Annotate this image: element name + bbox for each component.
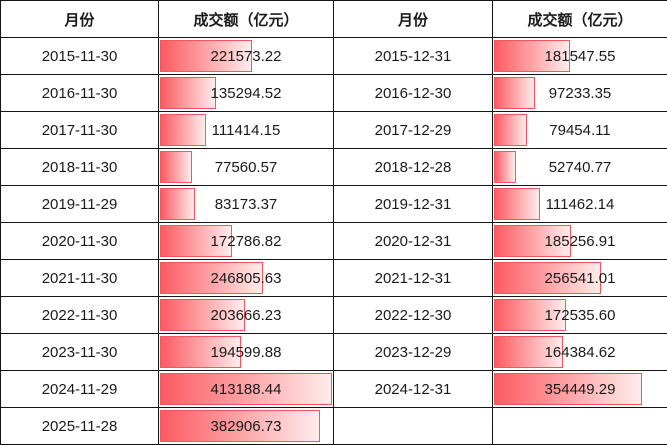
month-cell: 2024-11-29 [1,371,159,408]
month-cell: 2020-11-30 [1,223,159,260]
month-cell: 2016-12-30 [334,75,493,112]
header-row: 月份 成交额（亿元） 月份 成交额（亿元） [1,1,667,38]
amount-cell: 79454.11 [493,112,667,149]
month-cell: 2019-12-31 [334,186,493,223]
table-row: 2023-11-30 194599.88 2023-12-29 164384.6… [1,334,667,371]
amount-cell: 221573.22 [159,38,334,75]
data-bar [494,151,516,183]
amount-cell: 111414.15 [159,112,334,149]
amount-cell: 97233.35 [493,75,667,112]
amount-cell: 172786.82 [159,223,334,260]
month-cell: 2023-11-30 [1,334,159,371]
amount-cell: 164384.62 [493,334,667,371]
amount-cell: 256541.01 [493,260,667,297]
table-row: 2021-11-30 246805.63 2021-12-31 256541.0… [1,260,667,297]
amount-value: 256541.01 [545,270,616,287]
table-row: 2018-11-30 77560.57 2018-12-28 52740.77 [1,149,667,186]
table-row: 2017-11-30 111414.15 2017-12-29 79454.11 [1,112,667,149]
amount-value: 79454.11 [549,122,610,139]
month-cell: 2017-11-30 [1,112,159,149]
data-bar [494,114,527,146]
data-bar [160,114,206,146]
table-row: 2019-11-29 83173.37 2019-12-31 111462.14 [1,186,667,223]
month-cell: 2022-12-30 [334,297,493,334]
amount-value: 97233.35 [549,85,612,102]
table-row: 2025-11-28 382906.73 [1,408,667,445]
data-bar [160,151,192,183]
table-row: 2024-11-29 413188.44 2024-12-31 354449.2… [1,371,667,408]
amount-value: 354449.29 [545,381,616,398]
month-header-right: 月份 [334,1,493,38]
table-row: 2020-11-30 172786.82 2020-12-31 185256.9… [1,223,667,260]
month-cell: 2021-12-31 [334,260,493,297]
month-cell: 2018-11-30 [1,149,159,186]
amount-value: 172786.82 [211,233,282,250]
amount-value: 111414.15 [212,122,281,139]
amount-value: 203666.23 [211,307,282,324]
data-bar [494,77,535,109]
amount-cell: 135294.52 [159,75,334,112]
month-cell: 2015-11-30 [1,38,159,75]
data-bar [494,188,540,220]
table-row: 2016-11-30 135294.52 2016-12-30 97233.35 [1,75,667,112]
amount-cell: 194599.88 [159,334,334,371]
data-bar [160,188,195,220]
amount-cell: 354449.29 [493,371,667,408]
month-cell: 2015-12-31 [334,38,493,75]
transaction-volume-table: 月份 成交额（亿元） 月份 成交额（亿元） 2015-11-30 221573.… [0,0,667,433]
amount-value: 52740.77 [549,159,612,176]
amount-cell: 111462.14 [493,186,667,223]
month-cell: 2022-11-30 [1,297,159,334]
month-cell-empty [334,408,493,445]
amount-value: 83173.37 [215,196,278,213]
amount-value: 164384.62 [545,344,616,361]
amount-cell: 185256.91 [493,223,667,260]
amount-header-right: 成交额（亿元） [493,1,667,38]
table-row: 2015-11-30 221573.22 2015-12-31 181547.5… [1,38,667,75]
month-cell: 2019-11-29 [1,186,159,223]
amount-cell: 52740.77 [493,149,667,186]
amount-value: 413188.44 [211,381,282,398]
month-cell: 2020-12-31 [334,223,493,260]
table-row: 2022-11-30 203666.23 2022-12-30 172535.6… [1,297,667,334]
amount-cell: 382906.73 [159,408,334,445]
amount-value: 194599.88 [211,344,282,361]
amount-cell-empty [493,408,667,445]
amount-cell: 83173.37 [159,186,334,223]
amount-value: 221573.22 [211,48,282,65]
amount-cell: 246805.63 [159,260,334,297]
month-cell: 2018-12-28 [334,149,493,186]
amount-cell: 203666.23 [159,297,334,334]
amount-value: 185256.91 [545,233,616,250]
month-cell: 2025-11-28 [1,408,159,445]
amount-value: 181547.55 [545,48,616,65]
amount-cell: 181547.55 [493,38,667,75]
amount-value: 246805.63 [211,270,282,287]
amount-value: 77560.57 [215,159,278,176]
month-header-left: 月份 [1,1,159,38]
amount-value: 382906.73 [211,418,282,435]
month-cell: 2023-12-29 [334,334,493,371]
amount-header-left: 成交额（亿元） [159,1,334,38]
amount-cell: 413188.44 [159,371,334,408]
amount-cell: 77560.57 [159,149,334,186]
month-cell: 2017-12-29 [334,112,493,149]
month-cell: 2021-11-30 [1,260,159,297]
amount-cell: 172535.60 [493,297,667,334]
month-cell: 2024-12-31 [334,371,493,408]
amount-value: 172535.60 [545,307,616,324]
amount-value: 111462.14 [546,196,615,213]
month-cell: 2016-11-30 [1,75,159,112]
data-bar [160,77,216,109]
amount-value: 135294.52 [211,85,282,102]
